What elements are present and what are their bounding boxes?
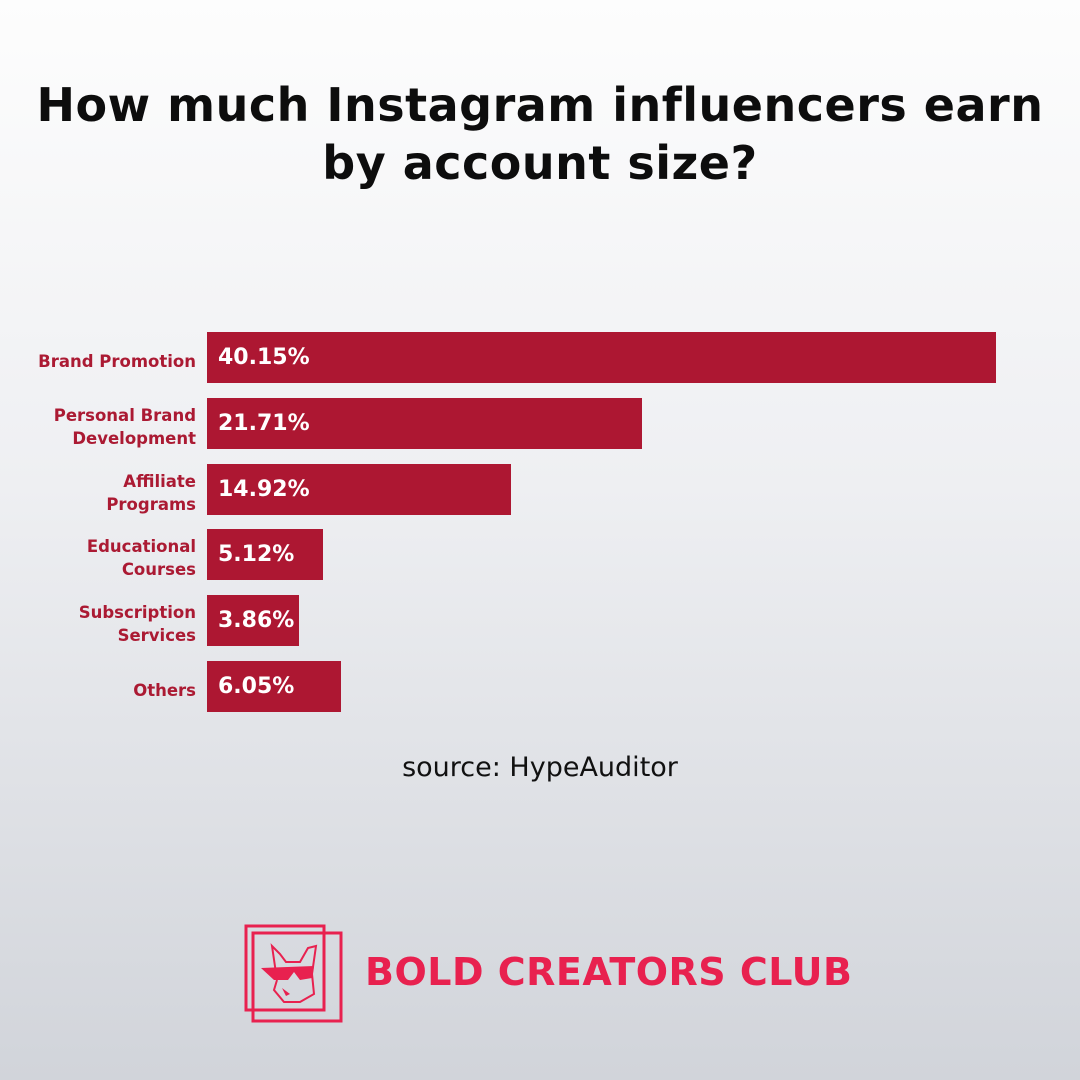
value-label: 21.71% [218,410,310,436]
category-label: Personal Brand Development [53,405,196,448]
source-note: source: HypeAuditor [402,752,678,783]
bar [207,332,996,383]
value-label: 5.12% [218,542,295,568]
category-label: Affiliate Programs [106,471,196,514]
category-label: Others [133,681,196,700]
value-label: 14.92% [218,476,310,502]
bar [207,661,342,712]
category-label: Brand Promotion [38,352,196,371]
bar [207,463,512,515]
chart-title: How much Instagram influencers earn by a… [36,78,1044,190]
category-label: Subscription Services [78,603,196,646]
bar [207,397,642,449]
bulldog-sunglasses-icon [244,924,343,1023]
value-label: 6.05% [218,674,295,699]
value-label: 3.86% [218,608,295,634]
category-label: Educational Courses [86,537,196,580]
bar [207,595,300,647]
brand-name: BOLD CREATORS CLUB [365,950,853,994]
value-label: 40.15% [218,345,310,370]
bar [207,529,324,581]
